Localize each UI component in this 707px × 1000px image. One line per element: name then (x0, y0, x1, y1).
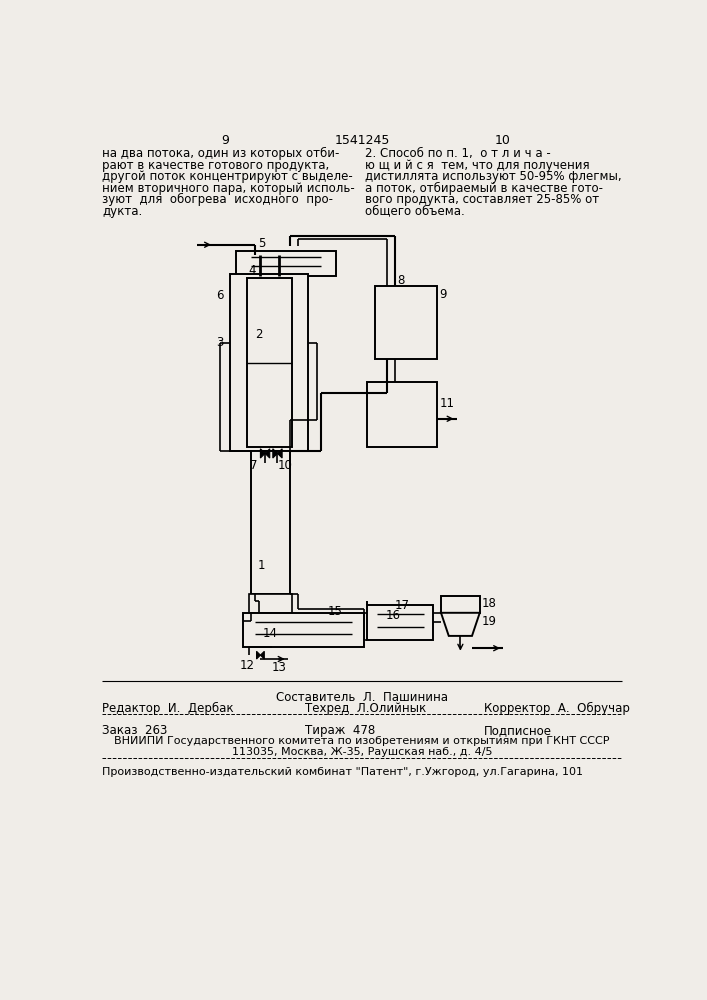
Text: 17: 17 (395, 599, 409, 612)
Text: 2: 2 (255, 328, 262, 341)
Text: дукта.: дукта. (103, 205, 143, 218)
Bar (368, 382, 437, 447)
Bar (441, 596, 480, 613)
Text: Производственно-издательский комбинат "Патент", г.Ужгород, ул.Гагарина, 101: Производственно-издательский комбинат "П… (103, 767, 583, 777)
Text: 18: 18 (482, 597, 497, 610)
Bar (368, 605, 433, 640)
Text: Корректор  А.  Обручар: Корректор А. Обручар (484, 702, 629, 715)
Text: 11: 11 (440, 397, 455, 410)
Text: 15: 15 (327, 605, 342, 618)
Bar (243, 613, 363, 647)
Polygon shape (257, 651, 260, 659)
Text: ВНИИПИ Государственного комитета по изобретениям и открытиям при ГКНТ СССР: ВНИИПИ Государственного комитета по изоб… (115, 736, 609, 746)
Text: 9: 9 (440, 288, 447, 301)
Text: 13: 13 (272, 661, 287, 674)
Text: 10: 10 (277, 459, 293, 472)
Polygon shape (260, 449, 265, 458)
Text: 7: 7 (250, 459, 257, 472)
Text: Заказ  263: Заказ 263 (103, 724, 168, 737)
Text: 2. Способ по п. 1,  о т л и ч а -: 2. Способ по п. 1, о т л и ч а - (365, 147, 551, 160)
Text: 6: 6 (216, 289, 224, 302)
Text: 1541245: 1541245 (334, 134, 390, 147)
Text: а поток, отбираемый в качестве гото-: а поток, отбираемый в качестве гото- (365, 182, 603, 195)
Bar (230, 274, 308, 451)
Text: Техред  Л.Олийнык: Техред Л.Олийнык (305, 702, 426, 715)
Text: 19: 19 (482, 615, 497, 628)
Polygon shape (273, 449, 277, 458)
Bar (247, 278, 292, 447)
Text: 16: 16 (385, 609, 400, 622)
Text: 8: 8 (397, 274, 404, 287)
Text: рают в качестве готового продукта,: рают в качестве готового продукта, (103, 158, 329, 172)
Bar (251, 451, 290, 594)
Text: Редактор  И.  Дербак: Редактор И. Дербак (103, 702, 234, 715)
Text: нием вторичного пара, который исполь-: нием вторичного пара, который исполь- (103, 182, 355, 195)
Polygon shape (260, 651, 264, 659)
Text: 9: 9 (221, 134, 230, 147)
Polygon shape (265, 449, 270, 458)
Text: 5: 5 (258, 237, 265, 250)
Text: зуют  для  обогрева  исходного  про-: зуют для обогрева исходного про- (103, 193, 333, 206)
Text: на два потока, один из которых отби-: на два потока, один из которых отби- (103, 147, 339, 160)
Text: дистиллята используют 50-95% флегмы,: дистиллята используют 50-95% флегмы, (365, 170, 621, 183)
Text: другой поток концентрируют с выделе-: другой поток концентрируют с выделе- (103, 170, 353, 183)
Text: Тираж  478: Тираж 478 (305, 724, 375, 737)
Text: 12: 12 (240, 659, 255, 672)
Text: 14: 14 (263, 627, 278, 640)
Bar (249, 594, 292, 613)
Text: Подписное: Подписное (484, 724, 551, 737)
Text: Составитель  Л.  Пашинина: Составитель Л. Пашинина (276, 691, 448, 704)
Text: 1: 1 (257, 559, 265, 572)
Text: 3: 3 (216, 336, 223, 349)
Polygon shape (277, 449, 282, 458)
Text: вого продукта, составляет 25-85% от: вого продукта, составляет 25-85% от (365, 193, 599, 206)
Text: ю щ и й с я  тем, что для получения: ю щ и й с я тем, что для получения (365, 158, 590, 172)
Bar (375, 286, 437, 359)
Bar (235, 251, 337, 276)
Text: 10: 10 (495, 134, 511, 147)
Text: 4: 4 (249, 264, 257, 277)
Text: общего объема.: общего объема. (365, 205, 464, 218)
Text: 113035, Москва, Ж-35, Раушская наб., д. 4/5: 113035, Москва, Ж-35, Раушская наб., д. … (232, 747, 492, 757)
Polygon shape (441, 613, 480, 636)
